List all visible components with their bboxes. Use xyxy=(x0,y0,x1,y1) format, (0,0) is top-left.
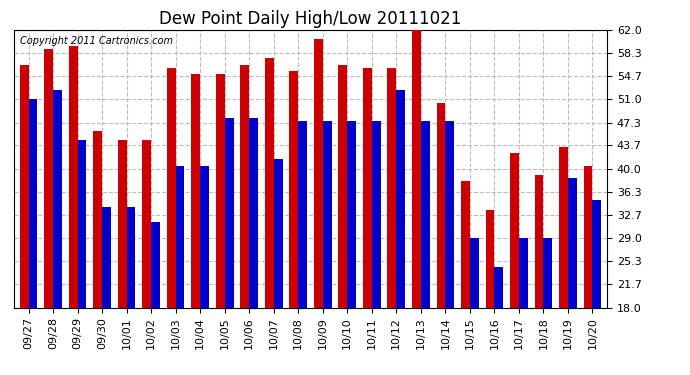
Bar xyxy=(20,64,28,375)
Bar xyxy=(486,210,495,375)
Bar xyxy=(495,267,503,375)
Bar xyxy=(216,74,225,375)
Bar xyxy=(176,166,184,375)
Bar xyxy=(339,64,347,375)
Bar xyxy=(93,131,102,375)
Bar xyxy=(544,238,552,375)
Bar xyxy=(167,68,176,375)
Bar xyxy=(274,159,282,375)
Bar xyxy=(568,178,577,375)
Bar xyxy=(225,118,233,375)
Bar xyxy=(437,102,445,375)
Bar xyxy=(461,182,470,375)
Bar xyxy=(28,99,37,375)
Bar xyxy=(240,64,249,375)
Bar xyxy=(44,49,53,375)
Bar xyxy=(363,68,372,375)
Bar xyxy=(249,118,258,375)
Bar xyxy=(388,68,396,375)
Bar xyxy=(421,122,430,375)
Bar xyxy=(53,90,62,375)
Bar xyxy=(535,175,544,375)
Bar xyxy=(412,30,421,375)
Text: Copyright 2011 Cartronics.com: Copyright 2011 Cartronics.com xyxy=(20,36,172,45)
Bar xyxy=(77,140,86,375)
Bar xyxy=(519,238,528,375)
Bar xyxy=(191,74,200,375)
Bar xyxy=(118,140,126,375)
Bar xyxy=(510,153,519,375)
Bar xyxy=(396,90,405,375)
Bar xyxy=(323,122,332,375)
Bar xyxy=(470,238,479,375)
Bar xyxy=(126,207,135,375)
Bar xyxy=(584,166,593,375)
Bar xyxy=(314,39,323,375)
Bar xyxy=(102,207,111,375)
Bar xyxy=(372,122,381,375)
Bar xyxy=(445,122,454,375)
Bar xyxy=(298,122,307,375)
Bar xyxy=(200,166,209,375)
Title: Dew Point Daily High/Low 20111021: Dew Point Daily High/Low 20111021 xyxy=(159,10,462,28)
Bar xyxy=(151,222,160,375)
Bar xyxy=(69,46,77,375)
Bar xyxy=(559,147,568,375)
Bar xyxy=(593,200,601,375)
Bar xyxy=(265,58,274,375)
Bar xyxy=(142,140,151,375)
Bar xyxy=(347,122,356,375)
Bar xyxy=(289,71,298,375)
